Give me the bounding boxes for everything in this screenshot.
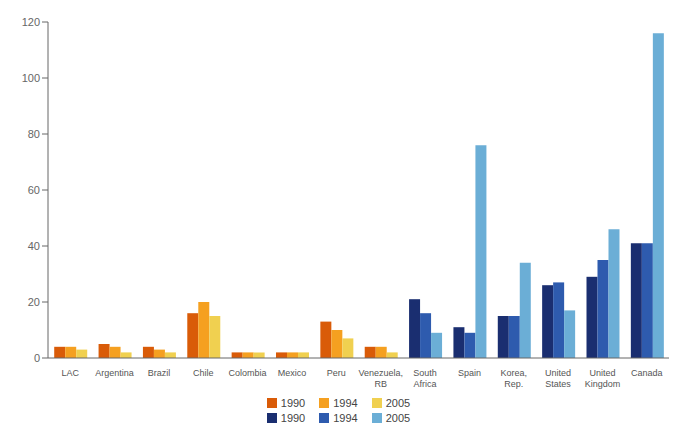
svg-text:120: 120 xyxy=(22,16,40,28)
svg-text:SouthAfrica: SouthAfrica xyxy=(413,368,437,389)
svg-text:LAC: LAC xyxy=(61,368,79,378)
svg-text:60: 60 xyxy=(28,184,40,196)
svg-text:20: 20 xyxy=(28,296,40,308)
svg-text:UnitedStates: UnitedStates xyxy=(545,368,571,389)
svg-text:Venezuela,RB: Venezuela,RB xyxy=(358,368,403,389)
html-text:2005: 2005 xyxy=(385,397,411,409)
html-text:1994: 1994 xyxy=(333,397,358,409)
svg-text:Colombia: Colombia xyxy=(229,368,267,378)
svg-text:Spain: Spain xyxy=(458,368,481,378)
svg-text:100: 100 xyxy=(22,72,40,84)
svg-text:UnitedKingdom: UnitedKingdom xyxy=(585,368,621,389)
html-text:1990: 1990 xyxy=(280,412,306,424)
html-text:1990: 1990 xyxy=(280,397,306,409)
svg-text:40: 40 xyxy=(28,240,40,252)
html-text:2005: 2005 xyxy=(385,412,411,424)
svg-text:80: 80 xyxy=(28,128,40,140)
html-text:1994: 1994 xyxy=(333,412,358,424)
svg-text:Korea,Rep.: Korea,Rep. xyxy=(500,368,527,389)
svg-text:Canada: Canada xyxy=(631,368,663,378)
svg-text:Brazil: Brazil xyxy=(148,368,171,378)
svg-text:0: 0 xyxy=(34,352,40,364)
svg-text:Mexico: Mexico xyxy=(278,368,307,378)
svg-text:Chile: Chile xyxy=(193,368,214,378)
svg-text:Argentina: Argentina xyxy=(95,368,134,378)
svg-text:Peru: Peru xyxy=(327,368,346,378)
